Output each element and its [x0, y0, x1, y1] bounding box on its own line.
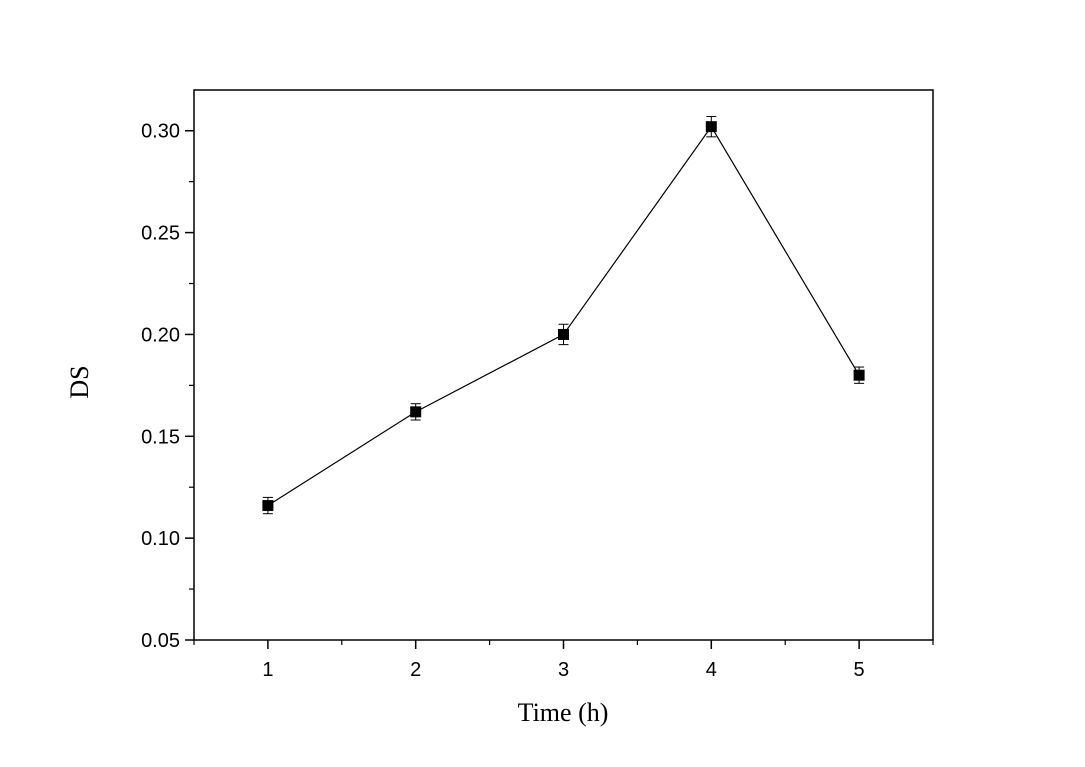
y-tick-label: 0.20: [141, 324, 180, 346]
series-layer: [262, 115, 865, 515]
y-axis-title: DS: [65, 365, 94, 398]
y-tick-label: 0.25: [141, 223, 180, 245]
y-tick-label: 0.30: [141, 121, 180, 143]
data-point: [410, 406, 422, 418]
y-tick-label: 0.10: [141, 528, 180, 550]
tick-labels: 1 2 3 4 5 0.05 0.10 0.15 0.20 0.25 0.30: [141, 121, 865, 681]
x-tick-label: 1: [262, 659, 273, 681]
plot-frame: [193, 89, 934, 641]
data-point: [262, 500, 274, 512]
axis-ticks: [185, 129, 934, 649]
data-point: [558, 328, 569, 340]
data-point: [705, 121, 717, 133]
y-tick-label: 0.15: [141, 426, 180, 448]
x-tick-label: 3: [558, 659, 569, 681]
series-line: [267, 125, 860, 507]
x-axis-title: Time (h): [518, 698, 609, 727]
x-tick-label: 2: [410, 659, 421, 681]
x-tick-label: 5: [854, 659, 865, 681]
data-point: [853, 369, 865, 381]
y-tick-label: 0.05: [141, 630, 180, 652]
x-tick-label: 4: [706, 659, 717, 681]
